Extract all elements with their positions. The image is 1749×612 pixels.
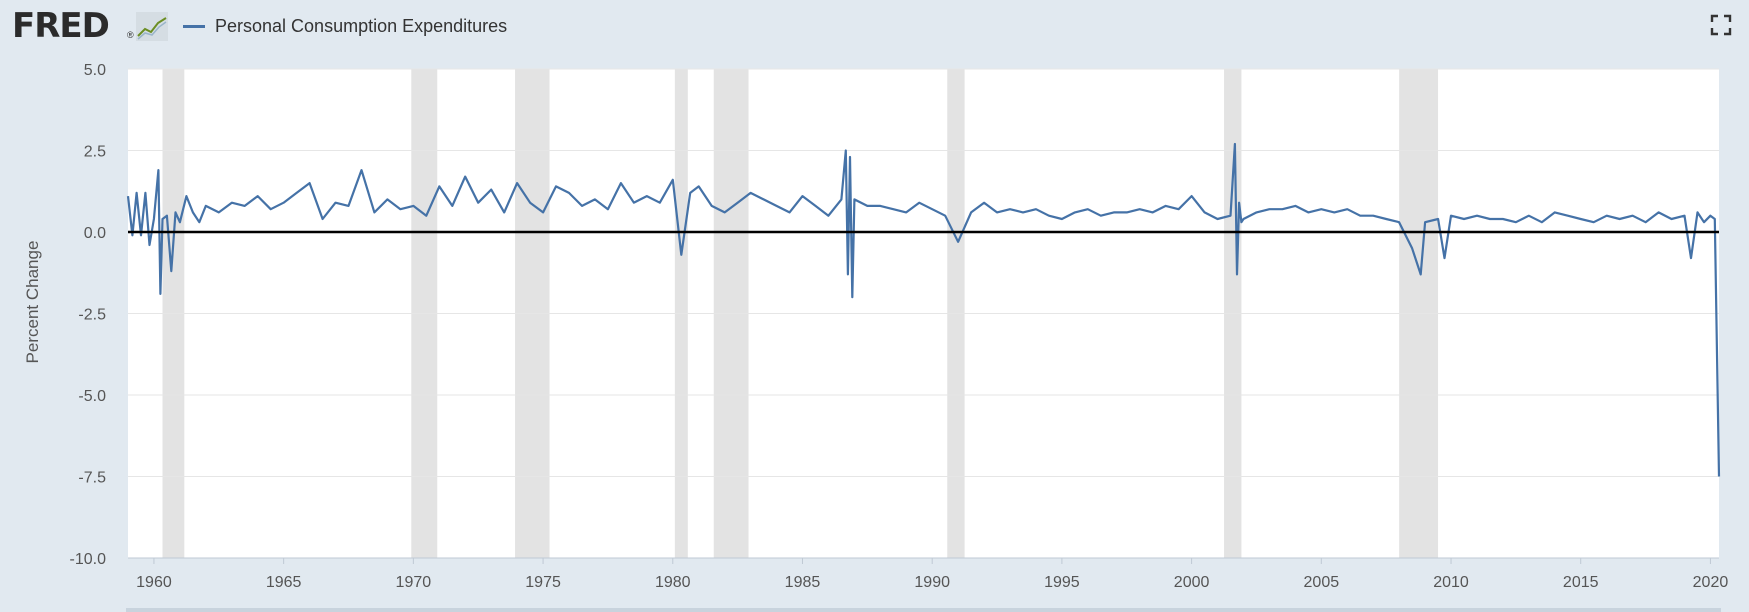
x-tick-label: 2005 (1304, 574, 1340, 591)
x-tick-label: 1960 (136, 574, 172, 591)
x-tick-label: 1980 (655, 574, 691, 591)
navigator-bar[interactable] (126, 608, 1721, 612)
chart-legend[interactable]: Personal Consumption Expenditures (183, 14, 507, 38)
chart-header: FRED ® Personal Consumption Expenditures (0, 0, 1749, 50)
x-tick-label: 1975 (525, 574, 561, 591)
x-tick-label: 2010 (1433, 574, 1469, 591)
y-tick-label: -2.5 (78, 307, 106, 324)
x-tick-label: 1970 (396, 574, 432, 591)
fullscreen-icon[interactable] (1710, 14, 1732, 36)
x-tick-label: 1985 (785, 574, 821, 591)
y-tick-label: 0.0 (84, 225, 106, 242)
registered-mark: ® (127, 30, 134, 40)
legend-label: Personal Consumption Expenditures (215, 15, 508, 36)
x-tick-label: 2015 (1563, 574, 1599, 591)
x-tick-label: 1990 (914, 574, 950, 591)
y-tick-label: -7.5 (78, 470, 106, 487)
legend-swatch (183, 24, 205, 28)
x-tick-label: 1965 (266, 574, 302, 591)
y-tick-label: 2.5 (84, 144, 106, 161)
fred-logo[interactable]: FRED (12, 6, 110, 46)
fred-graph-icon (136, 12, 168, 41)
x-tick-label: 2020 (1693, 574, 1729, 591)
plot-area: 5.0 2.5 0.0 -2.5 -5.0 -7.5 -10.0 1960 1965 1970 19… (70, 62, 1729, 591)
y-tick-label: -5.0 (78, 388, 106, 405)
x-tick-label: 2000 (1174, 574, 1210, 591)
series-line (126, 142, 1721, 477)
y-tick-label: 5.0 (84, 62, 106, 79)
y-axis-title: Percent Change (23, 241, 42, 364)
y-tick-label: -10.0 (70, 551, 107, 568)
x-tick-label: 1995 (1044, 574, 1080, 591)
